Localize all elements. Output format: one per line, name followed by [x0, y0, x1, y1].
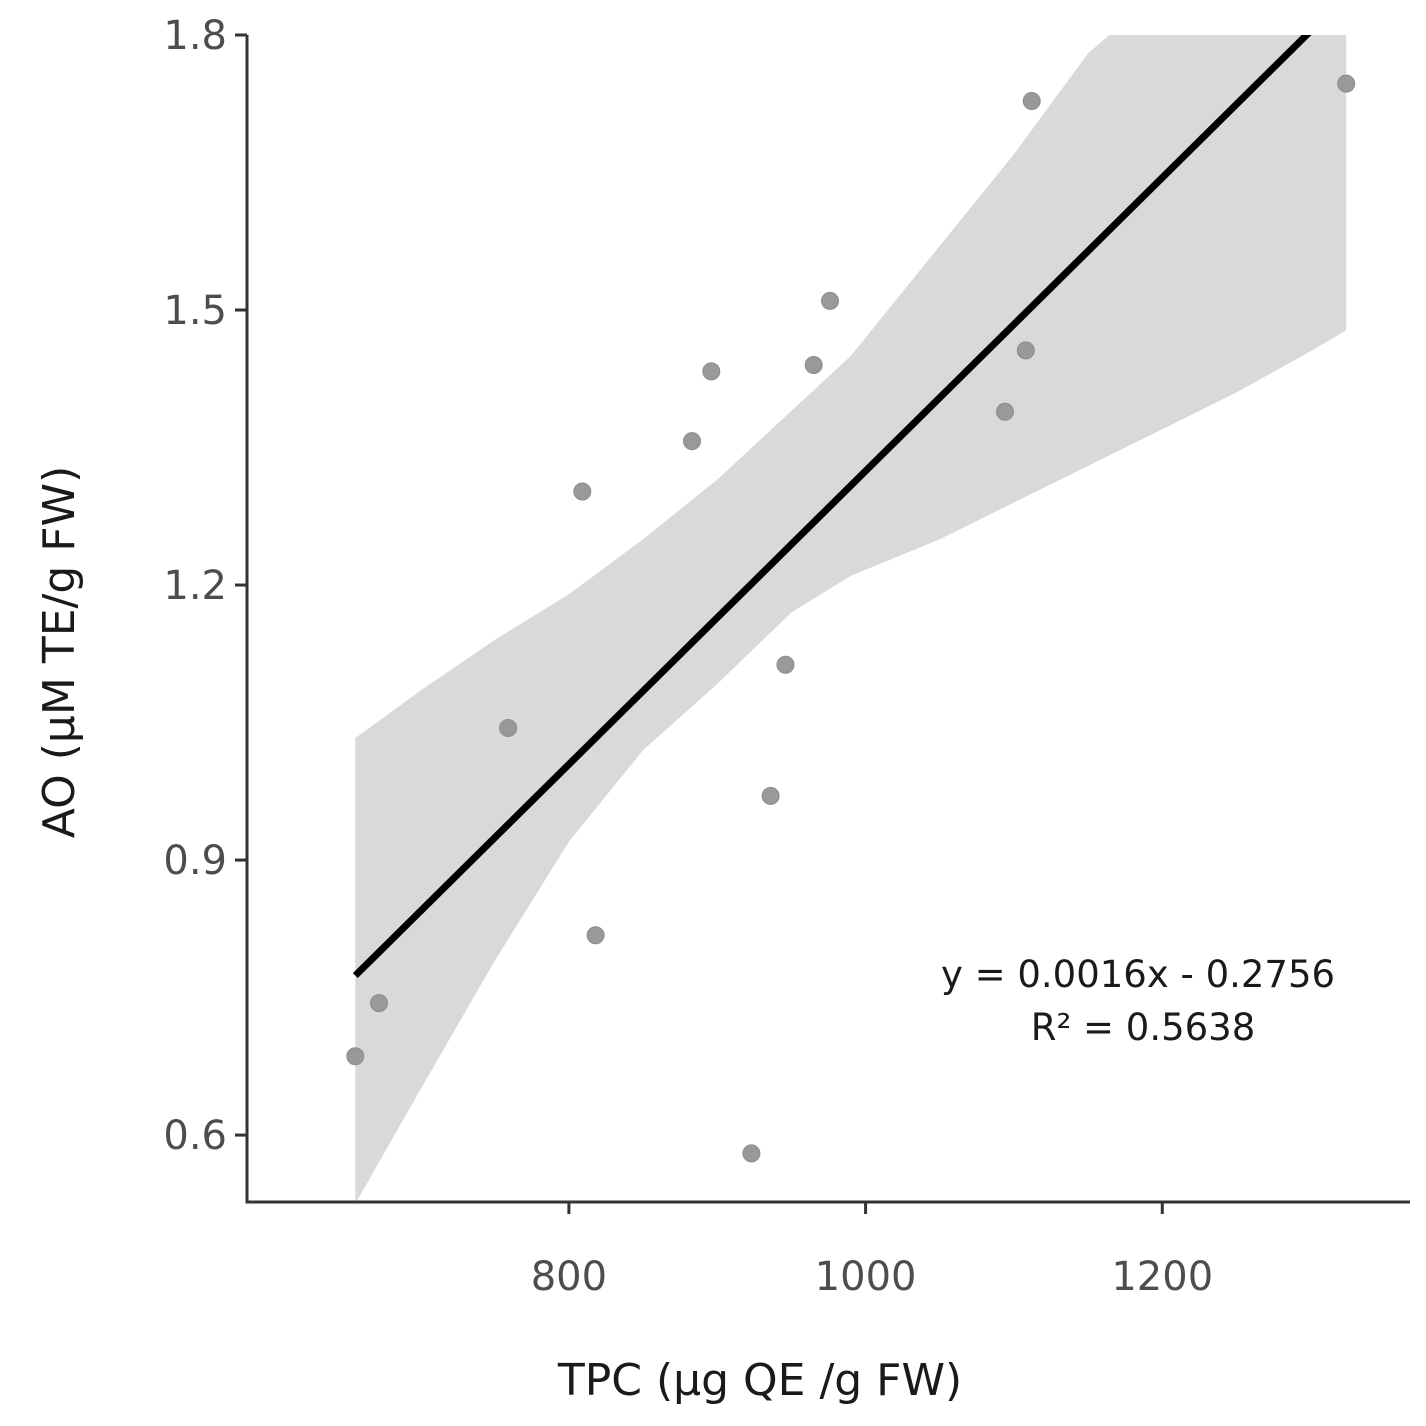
data-point — [683, 432, 701, 451]
data-point — [742, 1144, 761, 1163]
data-point — [996, 402, 1014, 421]
data-point — [702, 362, 721, 381]
x-tick-label: 1200 — [1111, 1254, 1213, 1300]
data-point — [776, 655, 795, 674]
regression-equation: y = 0.0016x - 0.2756 — [941, 953, 1335, 996]
data-point — [346, 1047, 365, 1066]
y-axis-title: AO (µM TE/g FW) — [34, 466, 85, 838]
data-point — [1022, 92, 1041, 110]
confidence-band — [355, 35, 1347, 1202]
data-point — [804, 356, 823, 374]
data-point — [821, 291, 839, 310]
y-tick-label: 0.6 — [163, 1113, 227, 1159]
y-tick-label: 1.5 — [163, 288, 227, 334]
data-point — [761, 786, 780, 805]
data-point — [586, 926, 605, 945]
data-point — [573, 482, 592, 501]
x-tick-label: 800 — [531, 1254, 607, 1300]
x-axis-title: TPC (µg QE /g FW) — [557, 1355, 962, 1406]
data-point — [370, 994, 388, 1013]
data-point — [499, 719, 518, 737]
y-tick-label: 1.2 — [163, 563, 227, 609]
data-point — [1337, 74, 1356, 93]
x-tick-label: 1000 — [815, 1254, 917, 1300]
data-point — [1016, 341, 1035, 360]
r-squared-label: R² = 0.5638 — [1031, 1006, 1256, 1049]
y-tick-label: 1.8 — [163, 13, 227, 59]
y-tick-label: 0.9 — [163, 838, 227, 884]
regression-line — [352, 35, 1312, 979]
